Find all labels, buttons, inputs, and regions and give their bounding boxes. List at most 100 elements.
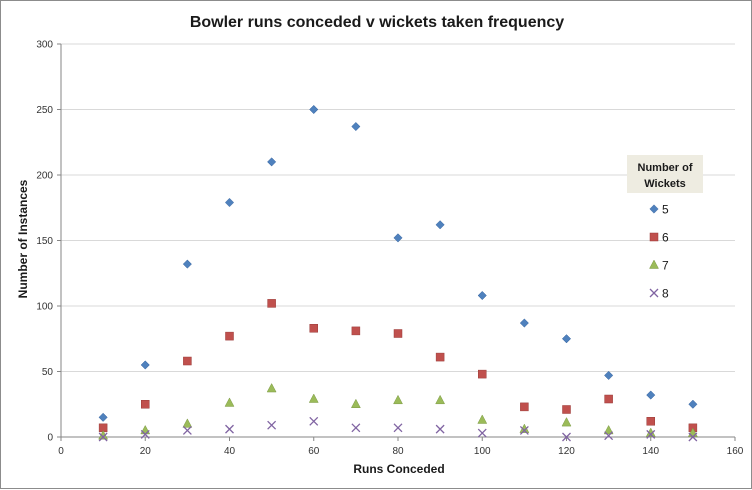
series-8-wickets bbox=[98, 416, 698, 442]
y-tick-label: 50 bbox=[42, 367, 54, 378]
data-point bbox=[182, 418, 193, 428]
legend-marker bbox=[649, 232, 659, 242]
data-point bbox=[351, 423, 361, 433]
data-point bbox=[561, 334, 572, 344]
legend: Number of Wickets 5 6 7 8 bbox=[627, 155, 703, 301]
data-point bbox=[309, 416, 319, 426]
data-point bbox=[393, 233, 403, 243]
gridlines bbox=[61, 43, 735, 372]
legend-marker bbox=[649, 259, 659, 269]
legend-label: 8 bbox=[662, 287, 669, 301]
data-point bbox=[309, 324, 318, 333]
x-tick-label: 80 bbox=[392, 446, 404, 457]
data-point bbox=[267, 420, 277, 430]
data-point bbox=[688, 399, 698, 409]
data-point bbox=[183, 356, 192, 366]
data-point bbox=[688, 432, 698, 442]
data-point bbox=[646, 429, 656, 439]
data-point bbox=[266, 382, 277, 393]
data-point bbox=[435, 394, 446, 405]
data-point bbox=[477, 414, 488, 424]
legend-label: 6 bbox=[662, 231, 669, 245]
legend-label: 7 bbox=[662, 259, 669, 273]
data-point bbox=[604, 370, 614, 380]
y-tick-label: 0 bbox=[47, 433, 53, 444]
data-point bbox=[477, 290, 487, 301]
data-point bbox=[140, 429, 150, 439]
data-point bbox=[140, 424, 151, 435]
x-tick-label: 100 bbox=[474, 446, 491, 457]
legend-item-7: 7 bbox=[649, 259, 669, 273]
data-point bbox=[435, 352, 445, 362]
series-5-wickets bbox=[98, 104, 698, 422]
series-6-wickets bbox=[98, 299, 698, 433]
data-point bbox=[562, 405, 571, 414]
y-tick-label: 200 bbox=[36, 171, 53, 182]
legend-label: 5 bbox=[662, 203, 669, 217]
legend-item-8: 8 bbox=[649, 287, 669, 301]
series-7-wickets bbox=[98, 382, 698, 440]
data-point bbox=[604, 394, 613, 404]
data-point bbox=[224, 397, 235, 407]
data-point bbox=[562, 432, 571, 442]
data-point bbox=[182, 425, 192, 435]
y-tick-label: 300 bbox=[36, 40, 53, 51]
legend-title-line2: Wickets bbox=[644, 178, 685, 190]
data-point bbox=[224, 197, 235, 208]
legend-title-box bbox=[627, 155, 703, 193]
data-point bbox=[604, 431, 614, 441]
legend-items: 5 6 7 8 bbox=[649, 203, 669, 301]
data-point bbox=[351, 121, 361, 132]
data-point bbox=[309, 104, 319, 115]
data-point bbox=[478, 369, 487, 379]
axes bbox=[57, 43, 736, 441]
data-point bbox=[520, 402, 529, 412]
data-point bbox=[98, 432, 108, 442]
data-point bbox=[351, 326, 361, 336]
data-point bbox=[393, 394, 403, 405]
data-point bbox=[603, 424, 614, 435]
data-points bbox=[98, 104, 698, 442]
data-point bbox=[646, 417, 655, 426]
data-point bbox=[477, 428, 487, 438]
x-tick-labels: 0 20 40 60 80 100 120 140 160 bbox=[58, 446, 744, 457]
data-point bbox=[393, 423, 403, 433]
x-tick-label: 0 bbox=[58, 446, 64, 457]
x-tick-label: 60 bbox=[308, 446, 320, 457]
data-point bbox=[225, 331, 234, 341]
y-tick-labels: 0 50 100 150 200 250 300 bbox=[36, 40, 53, 444]
y-tick-label: 100 bbox=[36, 302, 53, 313]
data-point bbox=[267, 299, 276, 308]
data-point bbox=[140, 360, 150, 370]
data-point bbox=[435, 220, 445, 230]
data-point bbox=[141, 400, 150, 409]
y-axis-title: Number of Instances bbox=[16, 179, 30, 298]
data-point bbox=[182, 259, 192, 269]
data-point bbox=[561, 417, 572, 427]
legend-marker bbox=[649, 288, 659, 298]
data-point bbox=[646, 390, 656, 400]
chart-title: Bowler runs conceded v wickets taken fre… bbox=[190, 14, 564, 31]
data-point bbox=[350, 398, 361, 408]
legend-item-5: 5 bbox=[649, 203, 669, 217]
data-point bbox=[98, 412, 108, 422]
data-point bbox=[267, 157, 277, 167]
x-tick-label: 160 bbox=[727, 446, 744, 457]
x-tick-label: 140 bbox=[642, 446, 659, 457]
legend-item-6: 6 bbox=[649, 231, 669, 245]
x-axis-title: Runs Conceded bbox=[353, 462, 444, 476]
x-tick-label: 20 bbox=[140, 446, 152, 457]
x-tick-label: 40 bbox=[224, 446, 236, 457]
legend-title-line1: Number of bbox=[638, 162, 693, 174]
data-point bbox=[519, 318, 529, 328]
x-tick-label: 120 bbox=[558, 446, 575, 457]
data-point bbox=[519, 425, 529, 435]
data-point bbox=[393, 329, 403, 338]
data-point bbox=[435, 424, 445, 434]
data-point bbox=[308, 393, 319, 403]
legend-marker bbox=[649, 204, 659, 214]
data-point bbox=[225, 424, 234, 434]
y-tick-label: 150 bbox=[36, 236, 53, 247]
